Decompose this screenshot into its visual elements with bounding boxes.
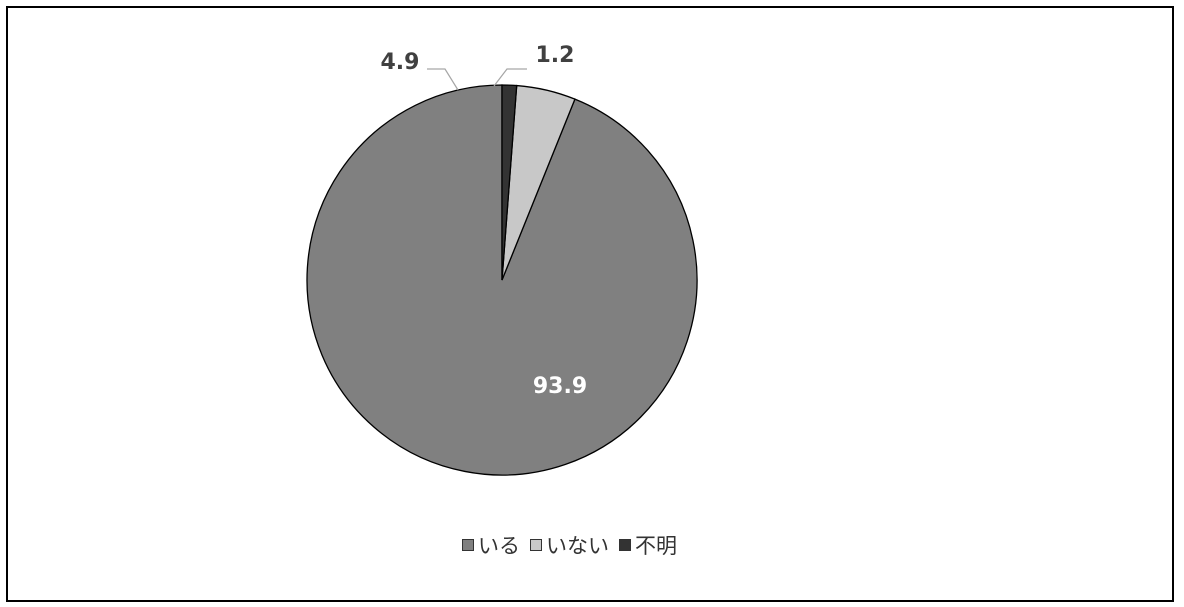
legend-label-iru: いる [478, 534, 520, 558]
legend-swatch-fumei [619, 539, 631, 551]
leader-line-inai [427, 68, 459, 91]
legend-item-inai: いない [530, 530, 609, 560]
data-label-inai: 4.9 [381, 50, 420, 75]
pie-slice-fumei [501, 84, 518, 281]
legend-item-fumei: 不明 [619, 530, 677, 560]
legend-label-inai: いない [546, 534, 609, 558]
legend-swatch-iru [462, 539, 474, 551]
legend-label-fumei: 不明 [635, 534, 677, 558]
data-label-iru: 93.9 [533, 374, 587, 399]
legend: いる いない 不明 [0, 528, 1184, 562]
leader-line-fumei [493, 68, 527, 87]
legend-item-iru: いる [462, 530, 520, 560]
data-label-fumei: 1.2 [536, 43, 575, 68]
legend-swatch-inai [530, 539, 542, 551]
